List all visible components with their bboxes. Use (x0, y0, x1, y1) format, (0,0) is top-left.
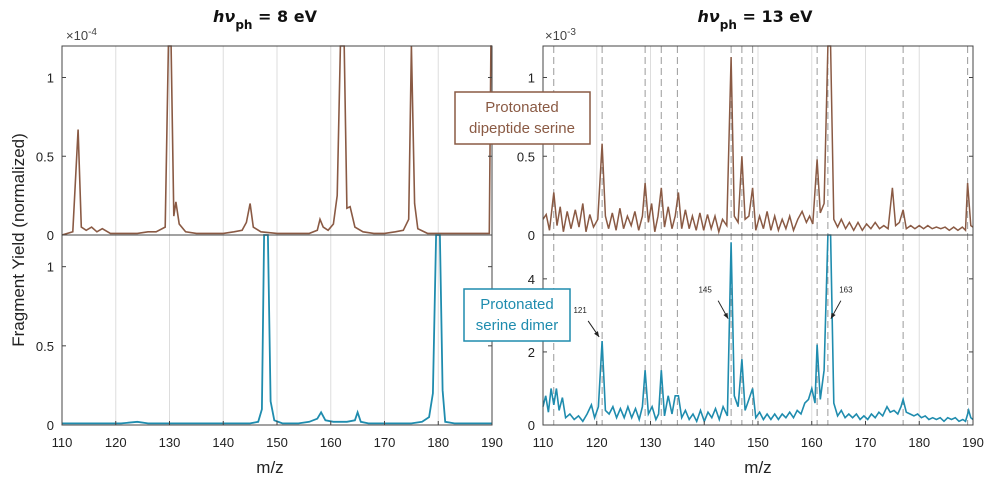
chart-13ev-annotations: 121 145 163 (573, 286, 853, 338)
series-line-dipeptide-8ev (61, 45, 492, 236)
chart-8ev-bottom-grid (115, 235, 439, 425)
legend-dimer-box (463, 288, 571, 342)
x-tick-label: 120 (105, 435, 127, 450)
y-tick-label: 0.5 (36, 149, 54, 164)
legend-dimer-line2: serine dimer (476, 317, 559, 334)
series-line-dimer-8ev (62, 234, 492, 425)
chart-13ev-xticks: 110 120 130 140 150 160 170 180 190 (533, 421, 984, 450)
chart-8ev-top-yticks: 00.51 (36, 71, 492, 243)
y-axis-label: Fragment Yield (normalized) (9, 133, 28, 347)
y-tick-label: 0 (528, 228, 535, 243)
chart-8ev-multiplier: ×10-4 (66, 27, 97, 44)
x-tick-label: 150 (747, 435, 769, 450)
chart-8ev-x-axis-label: m/z (256, 458, 283, 477)
series-line-dimer-13ev (542, 234, 974, 424)
y-tick-label: 1 (47, 260, 54, 275)
x-tick-label: 180 (427, 435, 449, 450)
chart-13ev-x-axis-label: m/z (744, 458, 771, 477)
x-tick-label: 180 (908, 435, 930, 450)
x-tick-label: 170 (374, 435, 396, 450)
y-tick-label: 1 (47, 71, 54, 86)
y-tick-label: 1 (528, 71, 535, 86)
chart-13ev-bottom-yticks: 0 2 4 (528, 272, 973, 433)
chart-8ev-xticks: 110 120 130 140 150 160 170 180 190 (52, 421, 503, 450)
x-tick-label: 140 (693, 435, 715, 450)
x-tick-label: 150 (266, 435, 288, 450)
y-tick-label: 0.5 (517, 149, 535, 164)
y-tick-label: 0 (47, 228, 54, 243)
x-tick-label: 110 (52, 435, 73, 450)
x-tick-label: 170 (855, 435, 877, 450)
annotation-label: 121 (573, 306, 587, 315)
x-tick-label: 130 (159, 435, 181, 450)
chart-8ev-top-grid (115, 46, 439, 235)
x-tick-label: 110 (533, 435, 554, 450)
chart-13ev-title: hνph = 13 eV (697, 7, 813, 32)
x-tick-label: 190 (481, 435, 503, 450)
annotation-arrow-head (594, 331, 600, 337)
annotation-label: 145 (698, 286, 712, 295)
annotation-arrow-head (723, 312, 729, 319)
legend-dipeptide-line2: dipeptide serine (469, 120, 575, 137)
annotation-arrow-head (830, 312, 836, 319)
x-tick-label: 140 (212, 435, 234, 450)
legend-dimer: Protonated serine dimer (463, 288, 571, 342)
chart-13ev-multiplier: ×10-3 (545, 27, 576, 44)
legend-dipeptide-box (454, 91, 591, 145)
x-tick-label: 160 (320, 435, 342, 450)
y-tick-label: 0.5 (36, 339, 54, 354)
chart-8ev-bottom-yticks: 00.51 (36, 260, 492, 433)
chart-8ev: hνph = 8 eV ×10-4 00.51 00.51 110 120 130 1… (36, 7, 503, 477)
chart-8ev-title: hνph = 8 eV (213, 7, 318, 32)
chart-13ev-top-grid (596, 46, 920, 235)
y-tick-label: 2 (528, 345, 535, 360)
y-tick-label: 0 (528, 418, 535, 433)
x-tick-label: 120 (586, 435, 608, 450)
chart-13ev: hνph = 13 eV ×10-3 00.51 024 110 120 130 14… (517, 7, 984, 477)
y-tick-label: 0 (47, 418, 54, 433)
legend-dipeptide: Protonated dipeptide serine (454, 91, 591, 145)
x-tick-label: 130 (640, 435, 662, 450)
chart-13ev-bottom-grid (596, 235, 920, 425)
x-tick-label: 190 (962, 435, 984, 450)
chart-13ev-top-yticks: 00.51 (517, 71, 973, 243)
series-line-dipeptide-13ev (542, 45, 974, 235)
y-tick-label: 4 (528, 272, 535, 287)
legend-dipeptide-line1: Protonated (485, 99, 558, 116)
annotation-label: 163 (839, 286, 853, 295)
x-tick-label: 160 (801, 435, 823, 450)
legend-dimer-line1: Protonated (480, 296, 553, 313)
